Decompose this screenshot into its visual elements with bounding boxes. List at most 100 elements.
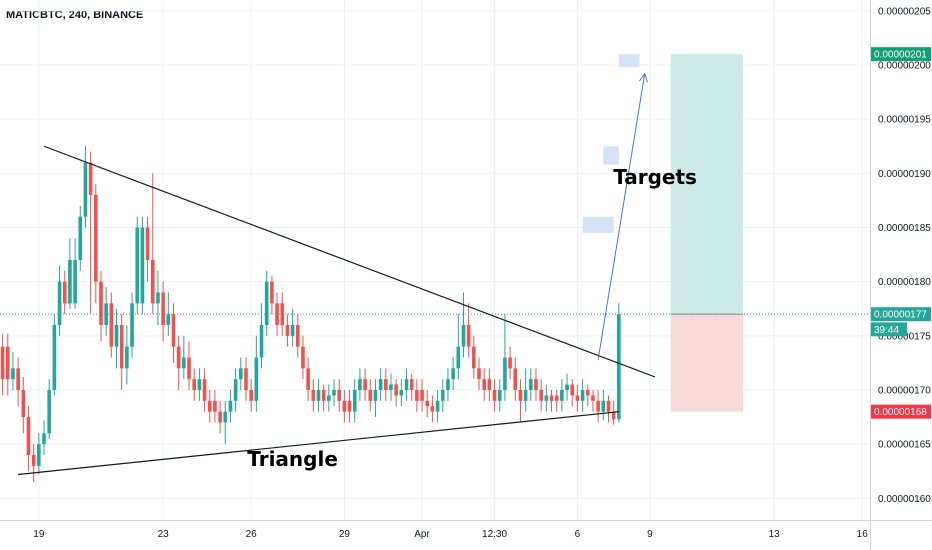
candle-body (321, 390, 326, 401)
candle-body (409, 379, 414, 390)
candle-body (223, 411, 228, 423)
y-tick-label: 0.00000185 (878, 223, 931, 234)
candle-body (119, 325, 124, 369)
candle-body (327, 395, 331, 401)
candle-body (62, 281, 67, 304)
target-box (582, 216, 614, 233)
candle-body (228, 400, 233, 412)
candle-body (213, 400, 217, 412)
x-tick-label: 19 (33, 529, 45, 540)
candle-body (518, 390, 523, 401)
candle-body (88, 162, 93, 195)
candle-body (368, 390, 373, 401)
price-tag-label: 0.00000168 (874, 407, 927, 418)
candle-body (570, 384, 575, 396)
candle-body (11, 368, 15, 380)
candle-body (78, 216, 83, 260)
candle-body (363, 379, 367, 390)
candle-body (259, 325, 264, 358)
target-box (603, 146, 619, 165)
candle-body (383, 379, 388, 390)
x-tick-label: 9 (647, 529, 653, 540)
candle-body (585, 390, 590, 396)
candle-body (285, 325, 290, 336)
candle-body (207, 400, 212, 412)
candle-body (218, 411, 222, 423)
candle-body (249, 390, 253, 401)
candle-body (264, 281, 269, 325)
candle-body (26, 417, 31, 455)
x-tick-label: 13 (769, 529, 781, 540)
candle-body (31, 455, 36, 466)
candle-body (161, 292, 165, 325)
candle-body (0, 346, 5, 380)
targets-label: Targets (613, 165, 697, 189)
candle-body (446, 379, 450, 390)
candle-body (114, 325, 119, 347)
candle-body (373, 390, 378, 401)
candle-body (187, 357, 191, 380)
candle-body (523, 390, 528, 401)
price-tag-label: 0.00000177 (874, 310, 927, 321)
price-tag (871, 47, 931, 62)
candle-body (399, 390, 404, 396)
candle-body (544, 395, 549, 401)
candle-body (306, 368, 310, 390)
y-tick-label: 0.00000190 (878, 169, 931, 180)
candle-body (47, 390, 52, 434)
candle-body (301, 346, 305, 369)
candle-body (601, 400, 606, 412)
y-tick-label: 0.00000165 (878, 440, 931, 451)
candle-body (440, 390, 445, 401)
candle-body (461, 325, 466, 347)
chart-drawings: Targets Triangle (0, 54, 870, 476)
candle-series (0, 146, 621, 483)
candle-body (451, 368, 455, 380)
triangle-label: Triangle (247, 447, 338, 471)
candle-body (93, 195, 98, 282)
y-tick-label: 0.00000200 (878, 61, 931, 72)
candle-body (611, 411, 616, 420)
candle-body (358, 379, 362, 390)
price-tag (871, 307, 931, 322)
candle-body (73, 260, 77, 304)
candle-body (238, 368, 243, 380)
candle-body (508, 357, 512, 369)
y-tick-label: 0.00000170 (878, 386, 931, 397)
candle-body (430, 406, 435, 412)
candle-body (109, 303, 114, 347)
x-tick-label: 26 (246, 529, 258, 540)
candle-body (596, 400, 600, 412)
y-tick-label: 0.00000195 (878, 115, 931, 126)
target-box (618, 54, 640, 68)
candle-body (83, 162, 88, 217)
candle-body (492, 390, 497, 401)
arrow-head (639, 72, 648, 83)
symbol-title: MATICBTC, 240, BINANCE (6, 9, 144, 21)
candle-body (617, 314, 621, 420)
candle-body (435, 400, 440, 412)
candle-body (528, 379, 533, 390)
triangle-lower-line (18, 411, 619, 476)
candle-body (347, 400, 352, 412)
candle-body (477, 368, 481, 380)
price-tag-label: 0.00000201 (874, 50, 927, 61)
candle-body (342, 400, 347, 412)
candle-body (497, 390, 502, 401)
candle-body (130, 303, 134, 347)
target-zone (670, 54, 744, 315)
candle-body (295, 325, 300, 347)
projection-arrow (597, 73, 646, 360)
candle-body (539, 390, 543, 401)
candle-body (466, 325, 471, 347)
candle-body (503, 357, 507, 390)
candle-body (145, 227, 150, 260)
x-tick-label: 16 (857, 529, 869, 540)
candle-body (389, 384, 393, 390)
candle-body (68, 260, 72, 304)
price-tags: 0.00000201 0.00000177 39:44 0.00000168 (871, 47, 931, 419)
candle-body (99, 281, 103, 325)
x-tick-label: 12:30 (482, 529, 507, 540)
candle-body (456, 346, 461, 369)
